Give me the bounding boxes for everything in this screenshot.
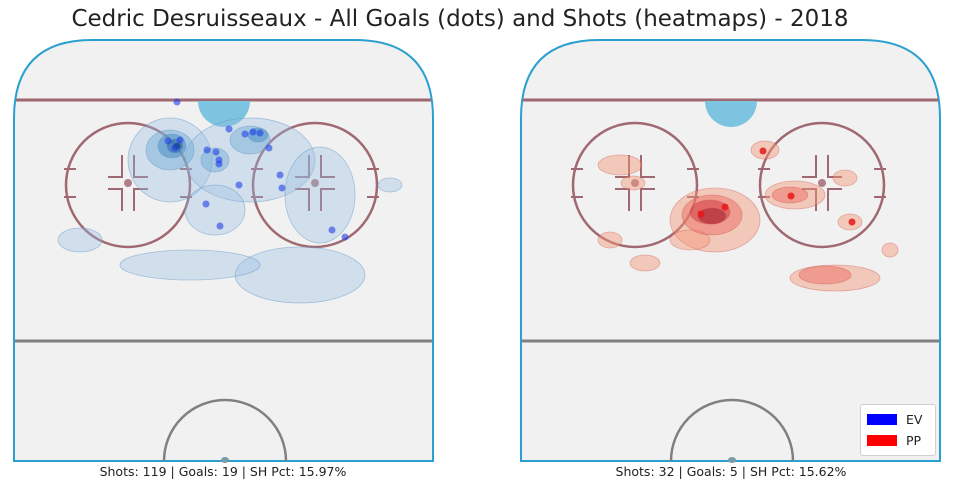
left-left-faceoff-dot — [124, 179, 132, 187]
left-goal-dot — [265, 144, 273, 152]
left-shot-density-contour — [377, 177, 403, 193]
left-goal-dot — [176, 136, 184, 144]
legend-item-pp: PP — [867, 430, 929, 451]
legend: EV PP — [860, 404, 936, 456]
right-shot-density-contour — [881, 242, 899, 258]
left-goal-dot — [164, 137, 172, 145]
left-goal-dot — [328, 226, 336, 234]
right-shot-density-contour — [697, 207, 727, 225]
right-goal-dot — [697, 210, 705, 218]
left-goal-dot — [235, 181, 243, 189]
left-shot-density-contour — [234, 246, 366, 304]
legend-swatch-ev — [867, 414, 897, 425]
right-shot-density-contour — [597, 231, 623, 249]
right-rink — [520, 39, 941, 463]
left-right-faceoff-circle — [251, 121, 379, 249]
left-goal-dot — [276, 171, 284, 179]
right-panel-caption: Shots: 32 | Goals: 5 | SH Pct: 15.62% — [615, 464, 847, 479]
right-right-faceoff-l-mark — [802, 155, 817, 178]
left-shot-density-contour — [284, 146, 356, 244]
chart-title: Cedric Desruisseaux - All Goals (dots) a… — [71, 6, 849, 32]
right-shot-density-contour — [669, 229, 711, 251]
left-right-faceoff-l-mark — [295, 188, 310, 211]
left-panel-caption: Shots: 119 | Goals: 19 | SH Pct: 15.97% — [99, 464, 347, 479]
right-center-dot — [728, 457, 736, 463]
left-goal-dot — [212, 148, 220, 156]
right-left-faceoff-l-mark — [615, 188, 630, 211]
legend-label-pp: PP — [906, 433, 922, 448]
left-goal-dot — [173, 98, 181, 106]
left-goal-dot — [256, 129, 264, 137]
legend-swatch-pp — [867, 435, 897, 446]
left-left-faceoff-l-mark — [133, 188, 148, 211]
left-shot-density-contour — [127, 117, 213, 203]
left-goal-dot — [215, 160, 223, 168]
right-right-faceoff-l-mark — [802, 188, 817, 211]
left-left-faceoff-circle — [64, 121, 192, 249]
right-left-faceoff-dot — [631, 179, 639, 187]
left-goal-dot — [241, 130, 249, 138]
right-goal-crease — [705, 101, 757, 127]
right-left-faceoff-l-mark — [640, 188, 655, 211]
right-shot-density-contour — [597, 154, 643, 176]
right-right-faceoff-l-mark — [827, 188, 842, 211]
left-right-faceoff-l-mark — [320, 188, 335, 211]
left-goal-dot — [202, 200, 210, 208]
right-goal-dot — [721, 203, 729, 211]
right-goal-dot — [848, 218, 856, 226]
right-goal-dot — [759, 147, 767, 155]
right-shot-density-contour — [832, 169, 858, 187]
right-left-faceoff-l-mark — [615, 155, 630, 178]
right-ice-surface — [520, 39, 941, 462]
left-rink — [13, 39, 434, 463]
left-shot-density-contour — [200, 147, 230, 173]
left-shot-density-contour — [57, 227, 103, 253]
left-goal-dot — [278, 184, 286, 192]
left-left-faceoff-l-mark — [108, 188, 123, 211]
left-right-faceoff-l-mark — [295, 155, 310, 178]
left-ice-surface — [13, 39, 434, 462]
left-left-faceoff-l-mark — [108, 155, 123, 178]
right-center-circle — [669, 398, 795, 462]
legend-label-ev: EV — [906, 412, 923, 427]
left-shot-density-contour — [184, 117, 316, 203]
left-goal-dot — [171, 144, 179, 152]
left-center-circle — [162, 398, 288, 462]
left-goal-dot — [341, 233, 349, 241]
left-goal-dot — [203, 146, 211, 154]
left-right-faceoff-dot — [311, 179, 319, 187]
right-shot-density-contour — [629, 254, 661, 272]
right-right-faceoff-circle — [758, 121, 886, 249]
right-right-faceoff-dot — [818, 179, 826, 187]
left-right-faceoff-l-mark — [320, 155, 335, 178]
right-left-faceoff-circle — [571, 121, 699, 249]
left-shot-density-contour — [184, 184, 246, 236]
left-goal-crease — [198, 101, 250, 127]
left-goal-dot — [225, 125, 233, 133]
right-right-faceoff-l-mark — [827, 155, 842, 178]
left-shot-density-contour — [119, 249, 261, 281]
right-shot-density-contour — [620, 175, 646, 191]
right-shot-density-contour — [798, 265, 852, 285]
left-goal-dot — [249, 128, 257, 136]
right-left-faceoff-l-mark — [640, 155, 655, 178]
left-left-faceoff-l-mark — [133, 155, 148, 178]
right-goal-dot — [787, 192, 795, 200]
left-goal-dot — [216, 222, 224, 230]
legend-item-ev: EV — [867, 409, 929, 430]
left-center-dot — [221, 457, 229, 463]
